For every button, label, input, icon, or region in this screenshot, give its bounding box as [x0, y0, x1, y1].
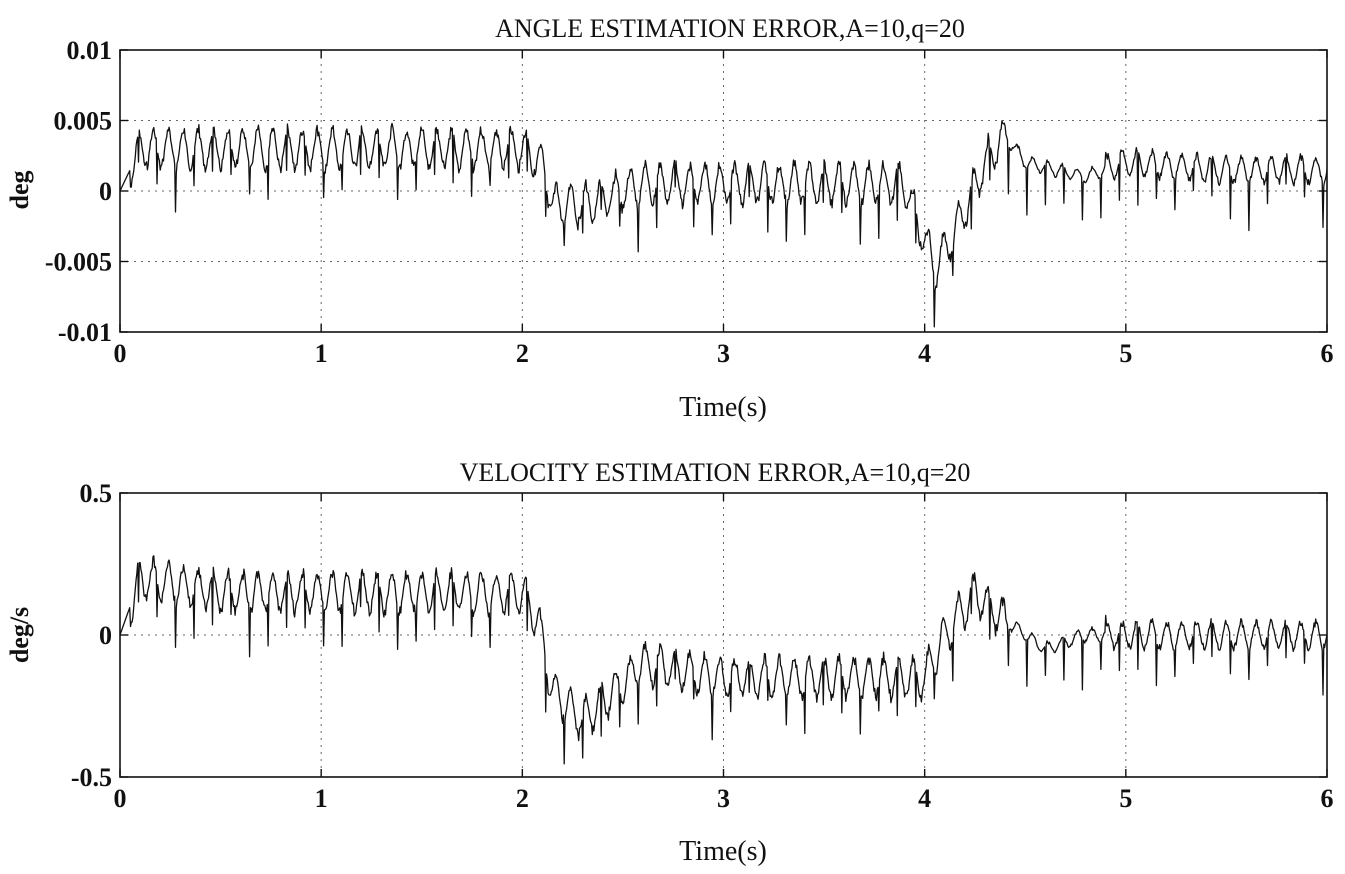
x-tick-label: 5 [1119, 339, 1132, 368]
y-tick-label: 0.5 [80, 479, 113, 508]
y-tick-label: 0.01 [67, 36, 113, 65]
chart-title: VELOCITY ESTIMATION ERROR,A=10,q=20 [460, 458, 971, 487]
x-tick-label: 4 [918, 339, 931, 368]
x-axis-label: Time(s) [679, 392, 767, 423]
x-tick-label: 4 [918, 784, 931, 813]
x-tick-label: 3 [717, 784, 730, 813]
x-tick-label: 5 [1119, 784, 1132, 813]
y-tick-label: 0.005 [54, 107, 113, 136]
y-tick-label: 0 [99, 177, 112, 206]
y-tick-label: -0.5 [71, 763, 112, 792]
y-tick-label: -0.01 [58, 318, 112, 347]
velocity-error-line [119, 555, 1328, 765]
y-tick-label: 0 [99, 621, 112, 650]
x-tick-label: 6 [1321, 784, 1334, 813]
x-tick-label: 0 [114, 784, 127, 813]
x-tick-label: 3 [717, 339, 730, 368]
x-tick-label: 1 [315, 784, 328, 813]
x-tick-label: 2 [516, 784, 529, 813]
angle-error-line [119, 120, 1328, 328]
chart-title: ANGLE ESTIMATION ERROR,A=10,q=20 [495, 14, 965, 43]
y-tick-label: -0.005 [45, 248, 112, 277]
x-tick-label: 1 [315, 339, 328, 368]
x-tick-label: 6 [1321, 339, 1334, 368]
angle-error-chart: ANGLE ESTIMATION ERROR,A=10,q=20 0 1 2 3 4 5 6… [5, 14, 1334, 423]
y-axis-label: deg [5, 171, 34, 210]
velocity-error-chart: VELOCITY ESTIMATION ERROR,A=10,q=20 0 1 2 3… [5, 458, 1334, 867]
x-tick-label: 0 [114, 339, 127, 368]
y-axis-label: deg/s [5, 607, 34, 663]
x-tick-label: 2 [516, 339, 529, 368]
x-axis-label: Time(s) [679, 836, 767, 867]
